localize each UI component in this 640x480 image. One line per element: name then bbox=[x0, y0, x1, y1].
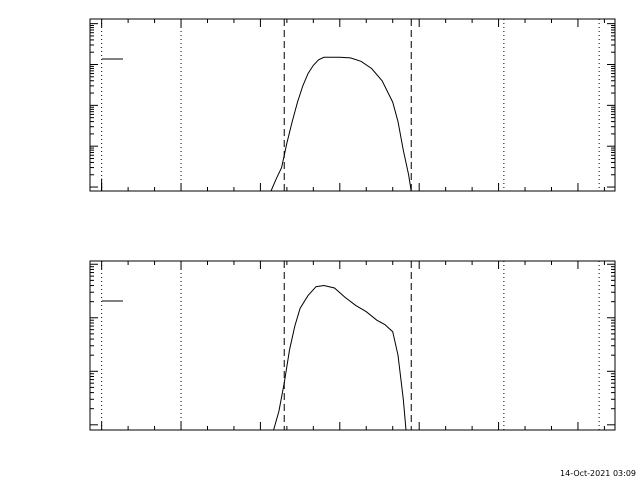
panel-lo bbox=[89, 18, 616, 192]
plot-frame bbox=[89, 260, 616, 431]
panel-hi bbox=[89, 260, 616, 431]
series-line bbox=[270, 56, 412, 192]
plot-frame bbox=[89, 18, 616, 192]
timestamp-label: 14-Oct-2021 03:09 bbox=[560, 469, 636, 478]
series-line bbox=[273, 284, 407, 431]
